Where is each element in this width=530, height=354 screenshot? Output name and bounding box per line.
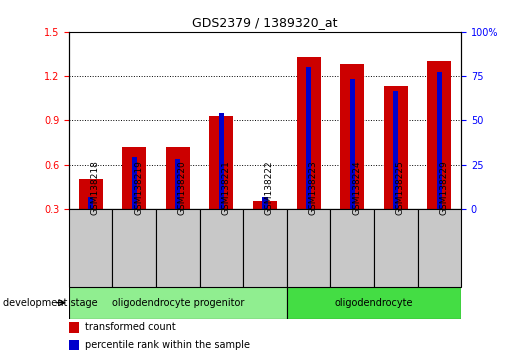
Bar — [393, 91, 399, 209]
Bar — [69, 322, 79, 333]
Text: GSM138219: GSM138219 — [134, 160, 143, 215]
Bar — [122, 147, 146, 209]
Text: GSM138224: GSM138224 — [352, 160, 361, 215]
Bar — [69, 209, 112, 287]
Bar — [306, 67, 311, 209]
Bar — [112, 209, 156, 287]
Bar — [374, 209, 418, 287]
Bar — [166, 147, 190, 209]
Bar — [287, 287, 461, 319]
Bar — [350, 79, 355, 209]
Bar — [262, 197, 268, 209]
Bar — [69, 340, 79, 350]
Text: GSM138222: GSM138222 — [265, 160, 274, 215]
Text: GSM138229: GSM138229 — [439, 160, 448, 215]
Text: GSM138218: GSM138218 — [91, 160, 100, 215]
Bar — [427, 61, 452, 209]
Bar — [340, 64, 364, 209]
Bar — [156, 209, 200, 287]
Bar — [243, 209, 287, 287]
Bar — [69, 287, 287, 319]
Bar — [175, 159, 180, 209]
Bar — [297, 57, 321, 209]
Bar — [253, 201, 277, 209]
Bar — [200, 209, 243, 287]
Text: development stage: development stage — [3, 298, 98, 308]
Text: GSM138221: GSM138221 — [222, 160, 231, 215]
Text: GSM138220: GSM138220 — [178, 160, 187, 215]
Text: GSM138225: GSM138225 — [396, 160, 405, 215]
Bar — [384, 86, 408, 209]
Bar — [287, 209, 330, 287]
Bar — [79, 179, 103, 209]
Bar — [437, 72, 442, 209]
Bar — [131, 157, 137, 209]
Text: percentile rank within the sample: percentile rank within the sample — [85, 340, 250, 350]
Bar — [209, 116, 233, 209]
Text: GSM138223: GSM138223 — [308, 160, 317, 215]
Text: oligodendrocyte: oligodendrocyte — [334, 298, 413, 308]
Bar — [88, 197, 93, 209]
Text: oligodendrocyte progenitor: oligodendrocyte progenitor — [112, 298, 244, 308]
Bar — [418, 209, 461, 287]
Bar — [330, 209, 374, 287]
Bar — [219, 113, 224, 209]
Title: GDS2379 / 1389320_at: GDS2379 / 1389320_at — [192, 16, 338, 29]
Text: transformed count: transformed count — [85, 322, 175, 332]
